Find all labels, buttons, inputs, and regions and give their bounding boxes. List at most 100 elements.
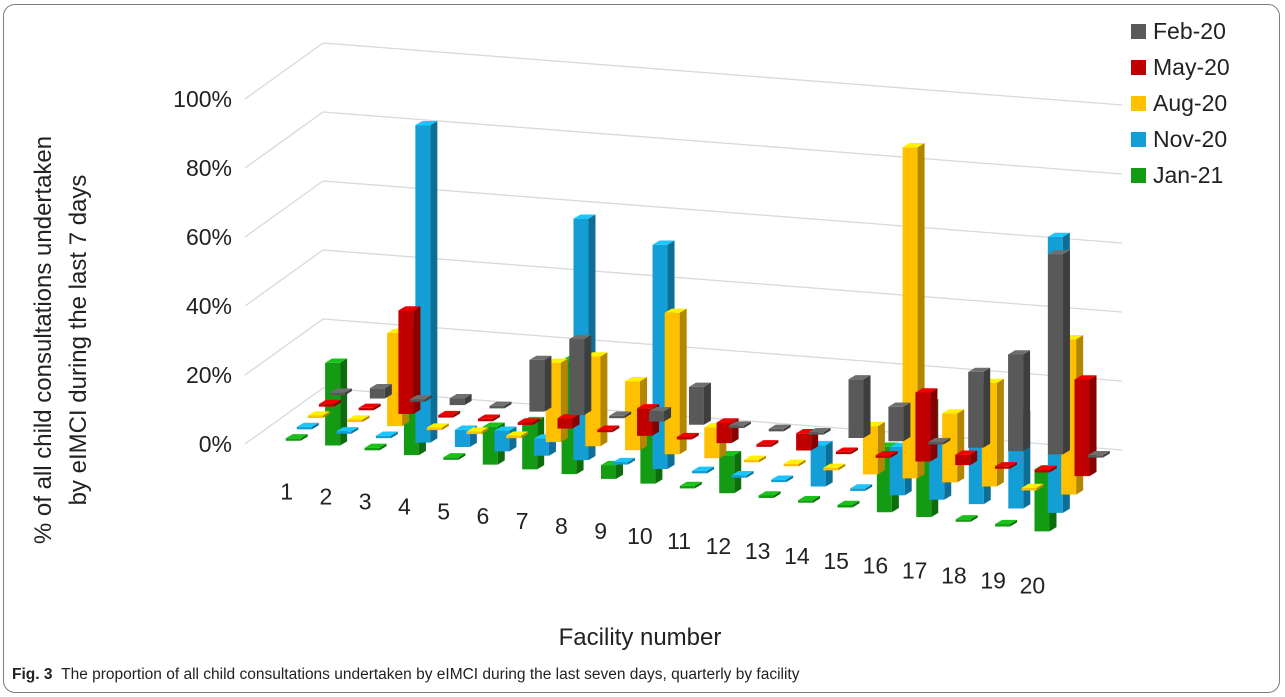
bar	[375, 431, 398, 439]
x-tick-label: 8	[555, 513, 568, 539]
bar	[557, 414, 580, 429]
legend-swatch	[1131, 168, 1146, 183]
bar	[928, 437, 951, 445]
bar	[569, 334, 592, 415]
bars	[285, 120, 1110, 532]
bar	[409, 395, 432, 402]
x-tick-label: 18	[941, 563, 967, 589]
bar	[808, 427, 831, 435]
bar	[862, 421, 885, 475]
bar	[529, 355, 552, 412]
bar	[942, 409, 965, 483]
bar	[692, 466, 715, 474]
bar	[325, 358, 348, 446]
bar	[995, 519, 1018, 527]
x-tick-label: 20	[1020, 573, 1046, 599]
legend-label: Feb-20	[1153, 18, 1226, 44]
bar	[398, 306, 421, 414]
x-tick-labels: 1 2 3 4 5 6 7 8 9 10 11 12 13 14 15 16 17 18 19 20	[280, 478, 1045, 598]
bar	[438, 410, 461, 418]
x-tick-label: 9	[594, 518, 607, 544]
legend-item: Feb-20	[1131, 18, 1226, 44]
legend-label: May-20	[1153, 54, 1230, 80]
legend-label: Aug-20	[1153, 90, 1227, 116]
x-tick-label: 7	[516, 508, 529, 534]
bar	[489, 401, 512, 409]
bar	[477, 414, 500, 422]
bar	[664, 308, 687, 455]
bar	[688, 382, 711, 425]
y-axis-label-line2: by eIMCI during the last 7 days	[65, 175, 92, 506]
bar	[517, 418, 540, 425]
bar	[798, 496, 821, 503]
bar	[1047, 250, 1070, 455]
bar	[758, 491, 781, 498]
x-tick-label: 6	[476, 503, 489, 529]
x-tick-label: 4	[398, 493, 411, 519]
legend-swatch	[1131, 24, 1146, 39]
bar	[597, 425, 620, 433]
x-tick-label: 1	[280, 478, 293, 504]
bar	[1008, 350, 1031, 452]
bar	[506, 431, 529, 439]
bar	[358, 403, 381, 411]
bar	[875, 451, 898, 458]
bar	[731, 471, 754, 478]
bar	[848, 375, 871, 438]
x-tick-label: 17	[902, 558, 928, 584]
legend: Feb-20 May-20 Aug-20 Nov-20 Jan-21	[1131, 18, 1230, 188]
y-tick-label: 40%	[186, 293, 232, 319]
bar	[823, 463, 846, 471]
x-tick-label: 13	[745, 538, 771, 564]
bar	[296, 422, 319, 430]
x-axis-label: Facility number	[559, 624, 722, 651]
x-tick-label: 10	[627, 523, 653, 549]
y-tick-label: 60%	[186, 224, 232, 250]
bar	[613, 457, 636, 465]
x-tick-label: 19	[980, 568, 1006, 594]
legend-item: Nov-20	[1131, 126, 1227, 152]
y-tick-label: 20%	[186, 362, 232, 388]
bar	[783, 459, 806, 467]
bar	[955, 450, 978, 466]
bar	[609, 411, 632, 419]
y-tick-label: 100%	[173, 86, 232, 112]
legend-swatch	[1131, 132, 1146, 147]
bar	[835, 447, 858, 455]
bar	[307, 411, 330, 419]
legend-label: Nov-20	[1153, 126, 1227, 152]
y-tick-labels: 0% 20% 40% 60% 80% 100%	[173, 86, 232, 457]
y-tick-label: 0%	[199, 431, 232, 457]
legend-label: Jan-21	[1153, 162, 1223, 188]
x-tick-label: 11	[667, 528, 691, 554]
bar	[837, 500, 860, 508]
x-tick-label: 5	[437, 498, 450, 524]
figure-caption: Fig. 3 The proportion of all child consu…	[12, 666, 799, 684]
bar	[728, 421, 751, 429]
bar	[1034, 465, 1057, 473]
y-axis-label-line1: % of all child consultations undertaken	[30, 136, 57, 544]
bar	[968, 367, 991, 448]
bar	[364, 443, 387, 451]
bar	[1021, 483, 1044, 491]
x-tick-label: 2	[319, 483, 332, 509]
legend-item: Aug-20	[1131, 90, 1227, 116]
bar	[771, 475, 794, 483]
bar	[743, 455, 766, 463]
bar	[449, 393, 472, 406]
legend-swatch	[1131, 96, 1146, 111]
bar	[347, 415, 370, 423]
legend-item: May-20	[1131, 54, 1230, 80]
bar	[679, 481, 702, 489]
x-tick-label: 14	[784, 543, 810, 569]
bar	[1074, 375, 1097, 477]
bar	[426, 423, 449, 431]
x-tick-label: 16	[863, 553, 889, 579]
caption-label: Fig. 3	[12, 666, 53, 683]
bar	[336, 427, 359, 434]
bar	[443, 453, 466, 460]
x-tick-label: 15	[823, 548, 849, 574]
y-tick-label: 80%	[186, 155, 232, 181]
bar	[888, 402, 911, 442]
